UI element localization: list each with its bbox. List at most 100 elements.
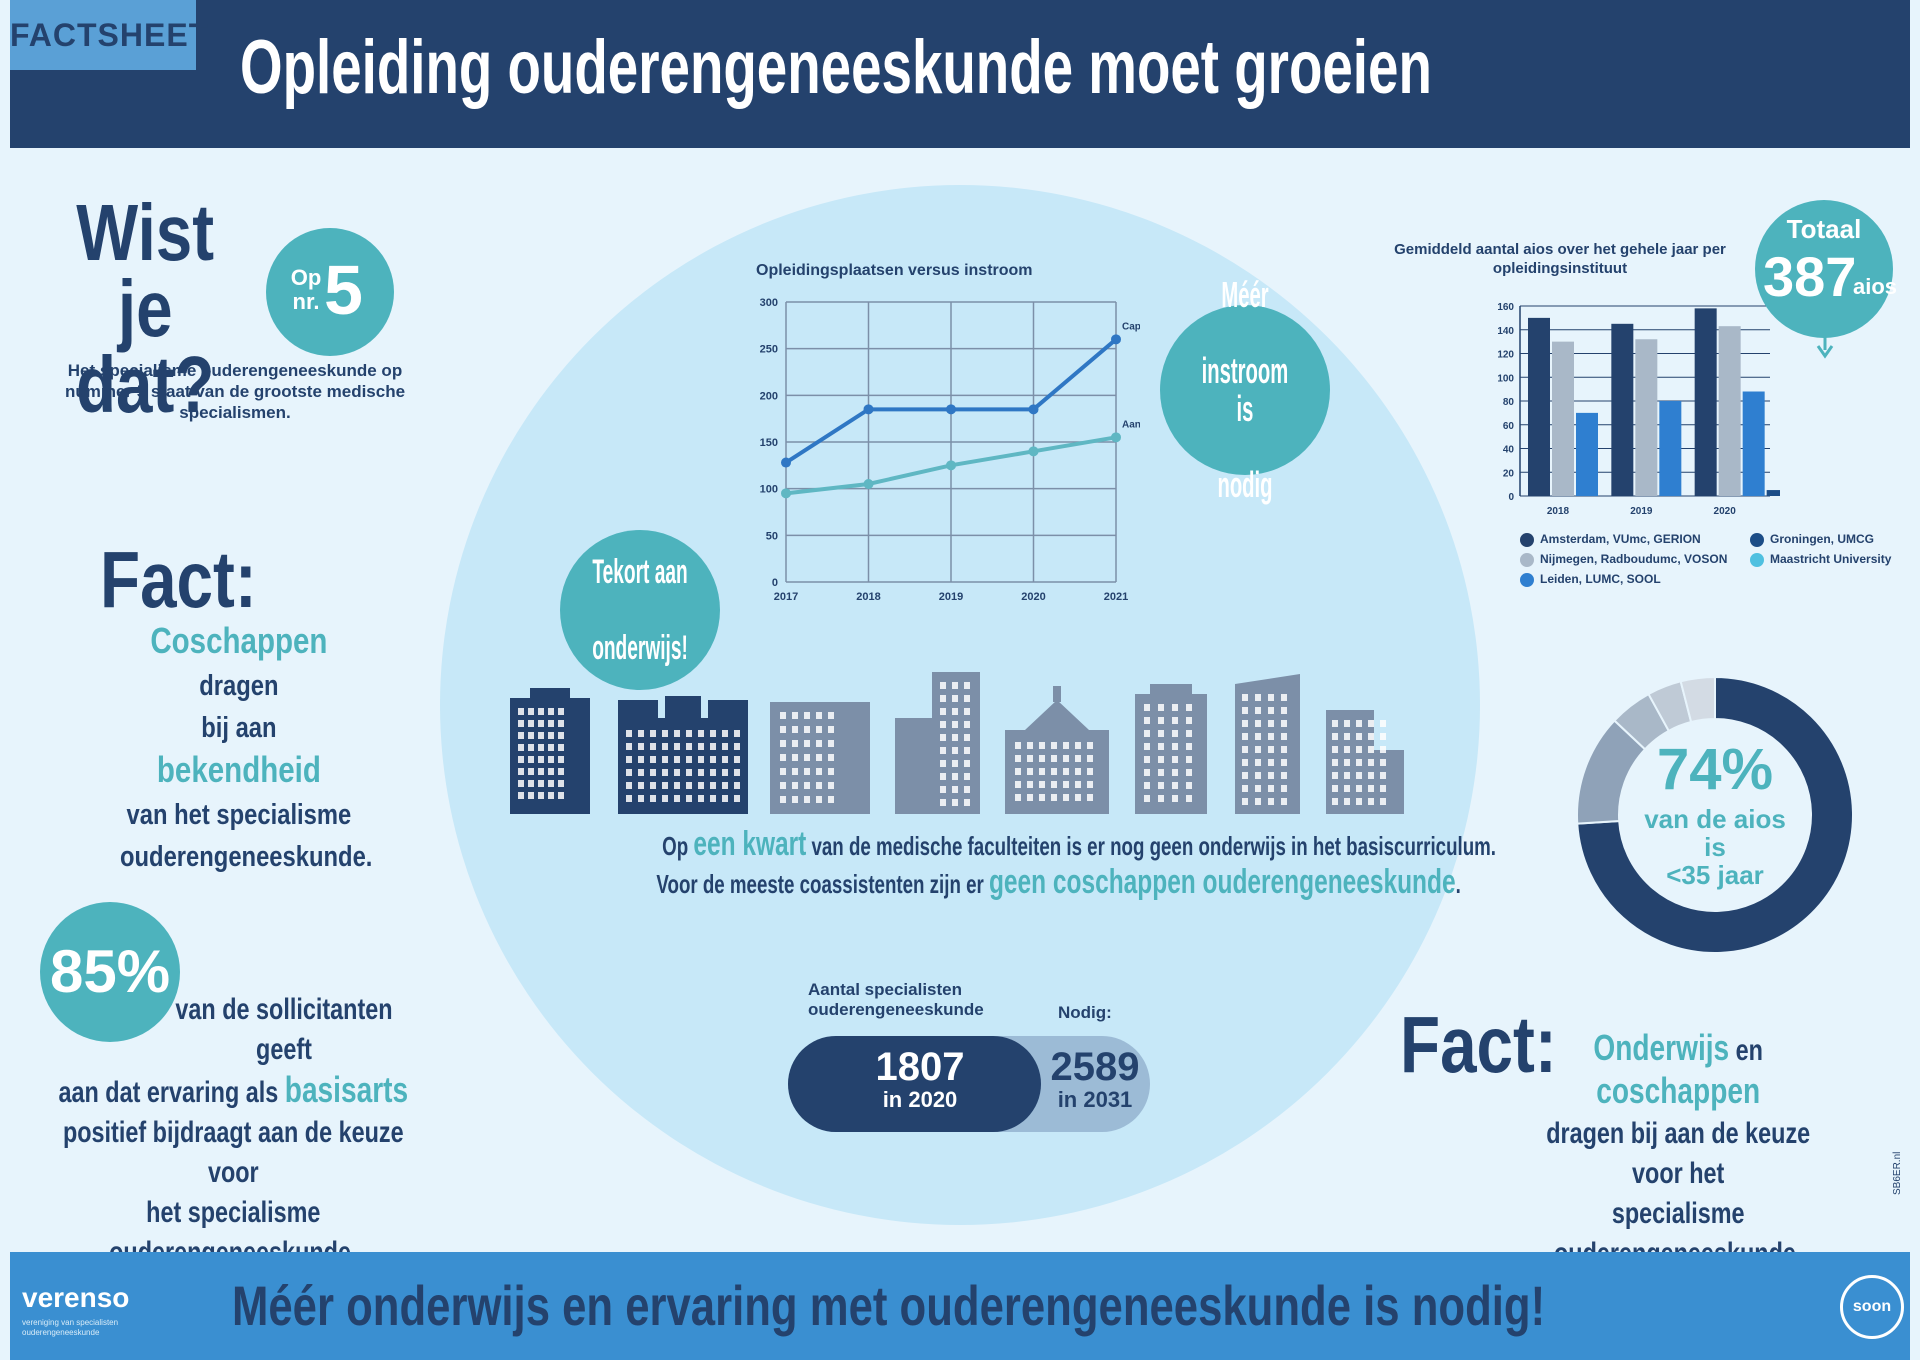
totaal-label: Totaal (1786, 214, 1862, 244)
bar-chart-ytick: 100 (1497, 373, 1514, 384)
bar-chart-xtick: 2018 (1547, 506, 1570, 517)
footer-text: Méér onderwijs en ervaring met ouderenge… (232, 1274, 1546, 1337)
legend-label: Leiden, LUMC, SOOL (1540, 572, 1661, 586)
buildings-illustration (510, 672, 1404, 814)
line-chart-point (1111, 334, 1121, 345)
donut-text-line2: <35 jaar (1666, 860, 1764, 890)
donut-chart (1576, 675, 1854, 954)
pct85-text-part1: van de sollicitanten geeft (175, 993, 393, 1066)
meer-line3: nodig (1217, 464, 1273, 505)
totaal-unit: aios (1853, 274, 1898, 299)
bar-chart-bar (1694, 308, 1717, 496)
line-chart-ytick: 100 (760, 484, 778, 496)
building-icon (1135, 684, 1207, 814)
fact1-text: Coschappen dragen bij aan bekendheid van… (120, 620, 372, 878)
legend-item: Nijmegen, Radboudumc, VOSON (1520, 552, 1727, 567)
meer-instroom-badge: Méér instroom is nodig (1160, 276, 1330, 504)
donut-hole (1620, 720, 1810, 910)
legend-item: Groningen, UMCG (1750, 532, 1874, 547)
rank-label-line2: nr. (292, 289, 320, 314)
line-chart-point (1028, 446, 1039, 457)
totaal-value: 387 (1763, 245, 1857, 308)
bar-chart-ytick: 20 (1503, 468, 1515, 479)
rank-label-line1: Op (290, 265, 322, 290)
legend-swatch (1520, 572, 1534, 587)
bar-chart-bar (1528, 317, 1550, 496)
specialists-current-year: in 2020 (882, 1087, 958, 1112)
wist-line2: dat? (75, 340, 215, 429)
wist-je-dat-text: Het specialisme ouderengeneeskunde op nu… (64, 361, 406, 422)
bar-chart: 0 20 40 60 80 100 120 140 160 2018 2019 2020 (1497, 302, 1780, 517)
donut-value: 74% (1656, 737, 1774, 802)
bar-chart-bar (1766, 490, 1780, 496)
wist-je-dat-title: Wist je dat? (55, 188, 235, 429)
specialists-label: Aantal specialisten ouderengeneeskunde (808, 980, 984, 1019)
bar-chart-bar (1552, 341, 1574, 496)
footer-bar (10, 1252, 1910, 1360)
bar-chart-ytick: 0 (1508, 492, 1514, 503)
factsheet-tag: FACTSHEET (10, 0, 208, 70)
line-chart-xtick: 2017 (774, 591, 798, 603)
line-chart-point (1111, 432, 1121, 443)
page-title: Opleiding ouderengeneeskunde moet groeie… (240, 25, 1432, 110)
legend-label: Maastricht University (1770, 552, 1892, 566)
fact2-highlight-coschappen: coschappen (1596, 1070, 1761, 1111)
line-chart-ytick: 0 (772, 577, 778, 589)
legend-swatch (1520, 532, 1534, 547)
line-chart-point (946, 460, 956, 471)
line-chart-ytick: 50 (766, 530, 778, 542)
bar-chart-ytick: 80 (1503, 397, 1515, 408)
kwart-highlight-geen-coschappen: geen coschappen ouderengeneeskunde (988, 863, 1456, 901)
line-chart-xtick: 2018 (856, 591, 880, 603)
bar-chart-bar (1718, 326, 1741, 496)
bar-chart-ytick: 40 (1503, 445, 1515, 456)
fact1-highlight-coschappen: Coschappen (150, 620, 328, 661)
line-chart-series-label: Capaciteit (1122, 321, 1140, 332)
kwart-part1: Op (662, 831, 694, 861)
rank-badge-label: Op nr. (286, 266, 326, 314)
wist-line1: Wist je (76, 188, 215, 353)
line-chart-point (781, 457, 791, 468)
fact2-text-part1: en (1729, 1034, 1763, 1067)
bar-chart-bar (1611, 323, 1634, 496)
tekort-line2: onderwijs! (592, 629, 688, 667)
line-chart-point (946, 404, 956, 415)
bar-chart-xtick: 2020 (1714, 506, 1737, 517)
legend-swatch (1750, 532, 1764, 547)
meer-line1: Méér (1221, 274, 1269, 315)
fact1-title: Fact: (100, 535, 257, 624)
rank-badge: Op nr. 5 (266, 228, 394, 356)
arrow-down-icon (1816, 336, 1834, 359)
line-chart-xtick: 2021 (1104, 591, 1128, 603)
legend-label: Groningen, UMCG (1770, 532, 1874, 546)
verenso-logo[interactable]: verenso (22, 1282, 130, 1313)
legend-label: Nijmegen, Radboudumc, VOSON (1540, 552, 1728, 566)
fact2-text-part2: dragen bij aan de keuze voor het (1546, 1117, 1811, 1190)
pct85-text-part2: aan dat ervaring als (58, 1076, 285, 1109)
rank-number: 5 (324, 251, 363, 329)
specialists-current-value: 1807 (875, 1045, 965, 1089)
fact1-text-part1: dragen (199, 670, 279, 702)
pct85-highlight-basisarts: basisarts (284, 1069, 409, 1110)
kwart-part4: . (1455, 869, 1461, 899)
soon-logo[interactable]: soon (1840, 1275, 1904, 1339)
legend-swatch (1520, 552, 1534, 567)
legend-item: Maastricht University (1750, 552, 1891, 567)
header-bar (10, 0, 1910, 148)
line-chart-xtick: 2020 (1021, 591, 1045, 603)
kwart-part3: Voor de meeste coassistenten zijn er (656, 869, 989, 899)
building-icon (618, 696, 748, 814)
line-chart-point (863, 404, 874, 415)
line-chart-ytick: 250 (760, 344, 778, 356)
donut-slice (1679, 675, 1716, 724)
pct85-text-part3: positief bijdraagt aan de keuze voor (62, 1116, 404, 1189)
bar-chart-ytick: 160 (1497, 302, 1514, 313)
bar-chart-ytick: 120 (1497, 350, 1514, 361)
specialists-current-bar (788, 1036, 1041, 1132)
bar-chart-bar (1742, 391, 1765, 496)
bar-chart-title: Gemiddeld aantal aios over het gehele ja… (1394, 241, 1726, 277)
pct85-badge: 85% (40, 902, 180, 1042)
credit-text: SB6ER.nl (1892, 1151, 1903, 1195)
specialists-needed-value: 2589 (1050, 1045, 1140, 1089)
bar-chart-xtick: 2019 (1630, 506, 1653, 517)
